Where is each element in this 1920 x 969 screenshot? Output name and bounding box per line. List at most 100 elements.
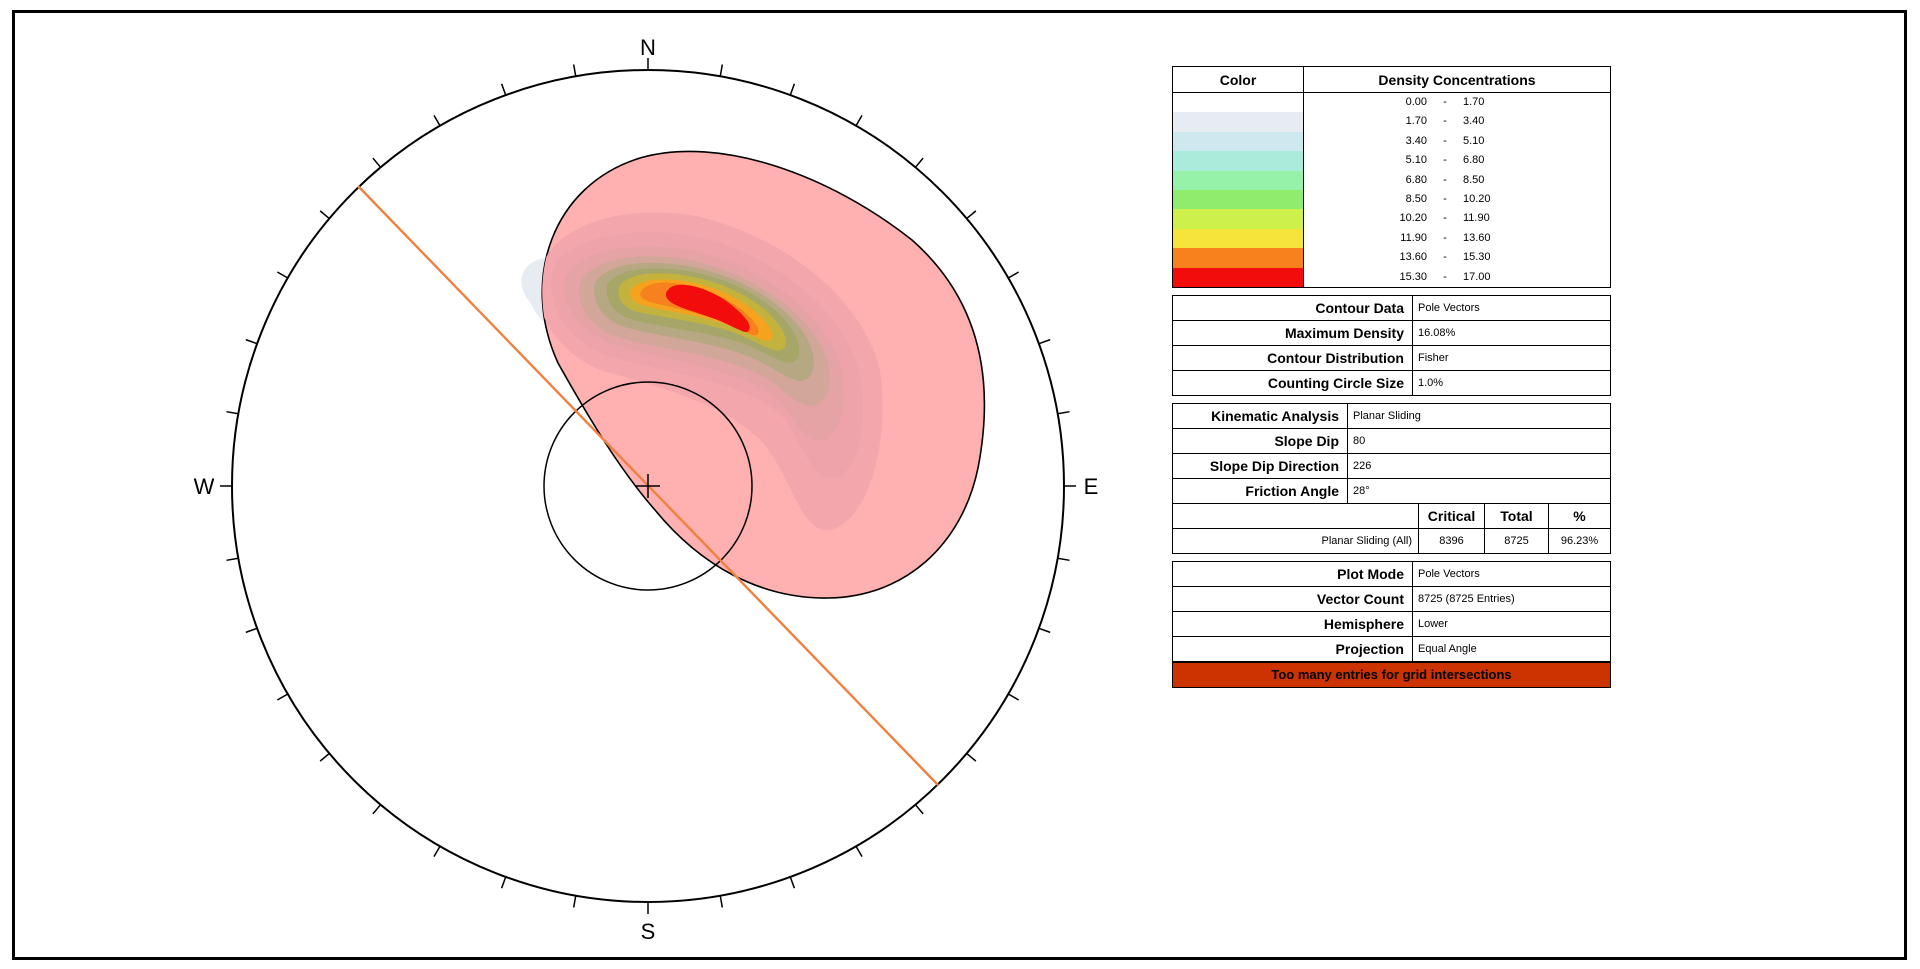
critical-value-row: Planar Sliding (All) 8396 8725 96.23% bbox=[1172, 527, 1611, 554]
range-dash: - bbox=[1443, 251, 1447, 264]
east-label: E bbox=[1084, 474, 1099, 499]
density-swatch bbox=[1173, 189, 1303, 210]
range-high: 3.40 bbox=[1463, 115, 1485, 128]
azimuth-tick bbox=[1007, 271, 1020, 279]
azimuth-tick bbox=[789, 876, 796, 889]
density-swatch bbox=[1173, 209, 1303, 229]
azimuth-tick bbox=[372, 804, 382, 815]
range-low: 1.70 bbox=[1405, 115, 1427, 128]
range-dash: - bbox=[1443, 115, 1447, 128]
critical-header-blank bbox=[1172, 502, 1419, 529]
stereonet: N S W E bbox=[194, 35, 1099, 944]
contour-info-label: Contour Distribution bbox=[1172, 344, 1413, 371]
range-high: 17.00 bbox=[1463, 270, 1491, 283]
critical-column-header: % bbox=[1548, 502, 1611, 529]
range-low: 15.30 bbox=[1399, 270, 1427, 283]
range-low: 10.20 bbox=[1399, 212, 1427, 225]
kinematic-label: Slope Dip bbox=[1172, 427, 1348, 454]
west-label: W bbox=[194, 474, 215, 499]
color-swatches bbox=[1172, 92, 1304, 288]
range-dash: - bbox=[1443, 173, 1447, 186]
azimuth-tick bbox=[433, 114, 441, 127]
kinematic-row: Friction Angle 28° bbox=[1172, 477, 1611, 504]
plot-info-table: Plot Mode Pole Vectors Vector Count 8725 (8… bbox=[1172, 560, 1611, 662]
contour-info-value: 16.08% bbox=[1412, 319, 1611, 346]
density-range-row: 0.00 - 1.70 bbox=[1304, 93, 1610, 112]
plot-info-label: Hemisphere bbox=[1172, 610, 1413, 637]
contour-info-row: Counting Circle Size 1.0% bbox=[1172, 369, 1611, 396]
kinematic-value: 226 bbox=[1347, 452, 1611, 479]
azimuth-tick bbox=[226, 410, 239, 415]
friction-cone bbox=[543, 381, 753, 591]
contour-info-label: Counting Circle Size bbox=[1172, 369, 1413, 396]
critical-column-header: Critical bbox=[1418, 502, 1485, 529]
azimuth-tick bbox=[966, 210, 977, 220]
critical-critical-value: 8396 bbox=[1418, 527, 1485, 554]
range-low: 11.90 bbox=[1400, 231, 1427, 244]
plot-info-row: Vector Count 8725 (8725 Entries) bbox=[1172, 585, 1611, 612]
density-swatch bbox=[1173, 112, 1303, 132]
kinematic-value: Planar Sliding bbox=[1347, 402, 1611, 429]
azimuth-tick bbox=[319, 752, 330, 762]
range-dash: - bbox=[1443, 270, 1447, 283]
azimuth-tick bbox=[789, 83, 796, 96]
range-low: 3.40 bbox=[1405, 134, 1427, 147]
density-swatch bbox=[1173, 267, 1303, 287]
range-dash: - bbox=[1443, 96, 1447, 108]
range-low: 5.10 bbox=[1405, 154, 1427, 167]
range-high: 11.90 bbox=[1463, 212, 1490, 225]
azimuth-tick bbox=[226, 557, 239, 562]
plot-info-value: Lower bbox=[1412, 610, 1611, 637]
azimuth-tick bbox=[1057, 410, 1070, 415]
azimuth-tick bbox=[1007, 693, 1020, 701]
azimuth-tick bbox=[276, 693, 289, 701]
kinematic-value: 28° bbox=[1347, 477, 1611, 504]
azimuth-tick bbox=[433, 845, 441, 858]
critical-total-value: 8725 bbox=[1484, 527, 1549, 554]
critical-percent-value: 96.23% bbox=[1548, 527, 1611, 554]
azimuth-tick bbox=[914, 157, 924, 168]
kinematic-table: Kinematic Analysis Planar Sliding Slope Di… bbox=[1172, 402, 1611, 554]
azimuth-tick bbox=[1057, 557, 1070, 562]
plot-info-row: Projection Equal Angle bbox=[1172, 635, 1611, 662]
plot-info-label: Projection bbox=[1172, 635, 1413, 662]
density-range-row: 1.70 - 3.40 bbox=[1304, 112, 1610, 131]
range-dash: - bbox=[1443, 134, 1447, 147]
density-swatch bbox=[1173, 170, 1303, 190]
azimuth-tick bbox=[719, 895, 724, 908]
azimuth-tick bbox=[719, 64, 724, 77]
grid-warning-banner: Too many entries for grid intersections bbox=[1172, 661, 1611, 688]
kinematic-label: Friction Angle bbox=[1172, 477, 1348, 504]
contour-info-label: Maximum Density bbox=[1172, 319, 1413, 346]
range-high: 8.50 bbox=[1463, 173, 1485, 186]
density-range-row: 5.10 - 6.80 bbox=[1304, 151, 1610, 170]
azimuth-tick bbox=[1038, 338, 1051, 345]
density-column-header: Density Concentrations bbox=[1303, 66, 1611, 93]
plot-info-value: Equal Angle bbox=[1412, 635, 1611, 662]
south-label: S bbox=[641, 919, 656, 944]
range-low: 6.80 bbox=[1405, 173, 1427, 186]
contour-info-value: Fisher bbox=[1412, 344, 1611, 371]
kinematic-row: Kinematic Analysis Planar Sliding bbox=[1172, 402, 1611, 429]
contour-info-row: Contour Data Pole Vectors bbox=[1172, 294, 1611, 321]
kinematic-row: Slope Dip Direction 226 bbox=[1172, 452, 1611, 479]
azimuth-tick bbox=[245, 627, 258, 634]
range-dash: - bbox=[1443, 154, 1447, 167]
range-low: 8.50 bbox=[1405, 192, 1427, 205]
range-high: 15.30 bbox=[1463, 251, 1491, 264]
kinematic-label: Kinematic Analysis bbox=[1172, 402, 1348, 429]
color-column-header: Color bbox=[1172, 66, 1304, 93]
range-high: 13.60 bbox=[1463, 231, 1491, 244]
contour-info-value: Pole Vectors bbox=[1412, 294, 1611, 321]
contour-info-label: Contour Data bbox=[1172, 294, 1413, 321]
critical-header-row: Critical Total% bbox=[1172, 502, 1611, 529]
density-swatch bbox=[1173, 151, 1303, 171]
plot-info-value: Pole Vectors bbox=[1412, 560, 1611, 587]
north-label: N bbox=[640, 35, 656, 60]
range-high: 1.70 bbox=[1463, 96, 1485, 108]
range-high: 5.10 bbox=[1463, 134, 1485, 147]
kinematic-row: Slope Dip 80 bbox=[1172, 427, 1611, 454]
warning-table: Too many entries for grid intersections bbox=[1172, 661, 1611, 688]
density-range-row: 3.40 - 5.10 bbox=[1304, 132, 1610, 151]
critical-column-header: Total bbox=[1484, 502, 1549, 529]
